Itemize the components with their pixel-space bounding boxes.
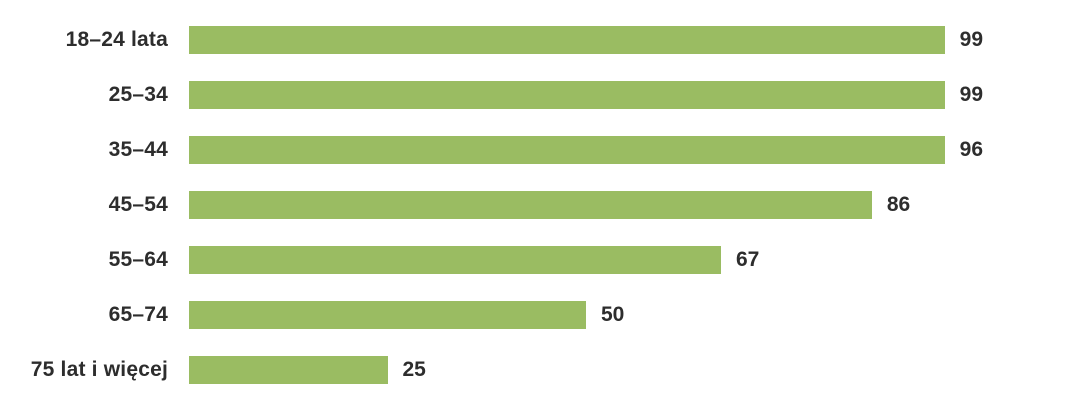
bar [189,81,945,109]
category-label: 75 lat i więcej [30,358,168,381]
bar [189,356,388,384]
bar-row: 45–54 86 [0,191,1070,219]
value-label: 99 [959,83,983,106]
category-label: 35–44 [108,138,168,161]
bar-row: 25–34 99 [0,81,1070,109]
bar-row: 35–44 96 [0,136,1070,164]
bar [189,301,586,329]
bar-track: 86 [189,191,983,219]
bar-row: 55–64 67 [0,246,1070,274]
category-label: 25–34 [108,83,168,106]
bar-row: 75 lat i więcej 25 [0,356,1070,384]
category-label: 18–24 lata [65,28,168,51]
bar [189,136,945,164]
value-label: 96 [959,138,983,161]
bar [189,246,721,274]
value-label: 50 [601,303,625,326]
bar [189,191,872,219]
bar-row: 18–24 lata 99 [0,26,1070,54]
category-label: 65–74 [108,303,168,326]
bar [189,26,945,54]
category-label: 45–54 [108,193,168,216]
bar-track: 99 [189,81,983,109]
value-label: 25 [402,358,426,381]
bar-track: 99 [189,26,983,54]
category-label: 55–64 [108,248,168,271]
value-label: 99 [959,28,983,51]
bar-track: 67 [189,246,983,274]
value-label: 86 [886,193,911,216]
bar-rows: 18–24 lata 99 25–34 99 35–44 96 45–54 [0,26,1070,384]
bar-track: 25 [189,356,983,384]
bar-row: 65–74 50 [0,301,1070,329]
value-label: 67 [735,248,760,271]
bar-track: 96 [189,136,983,164]
bar-track: 50 [189,301,983,329]
